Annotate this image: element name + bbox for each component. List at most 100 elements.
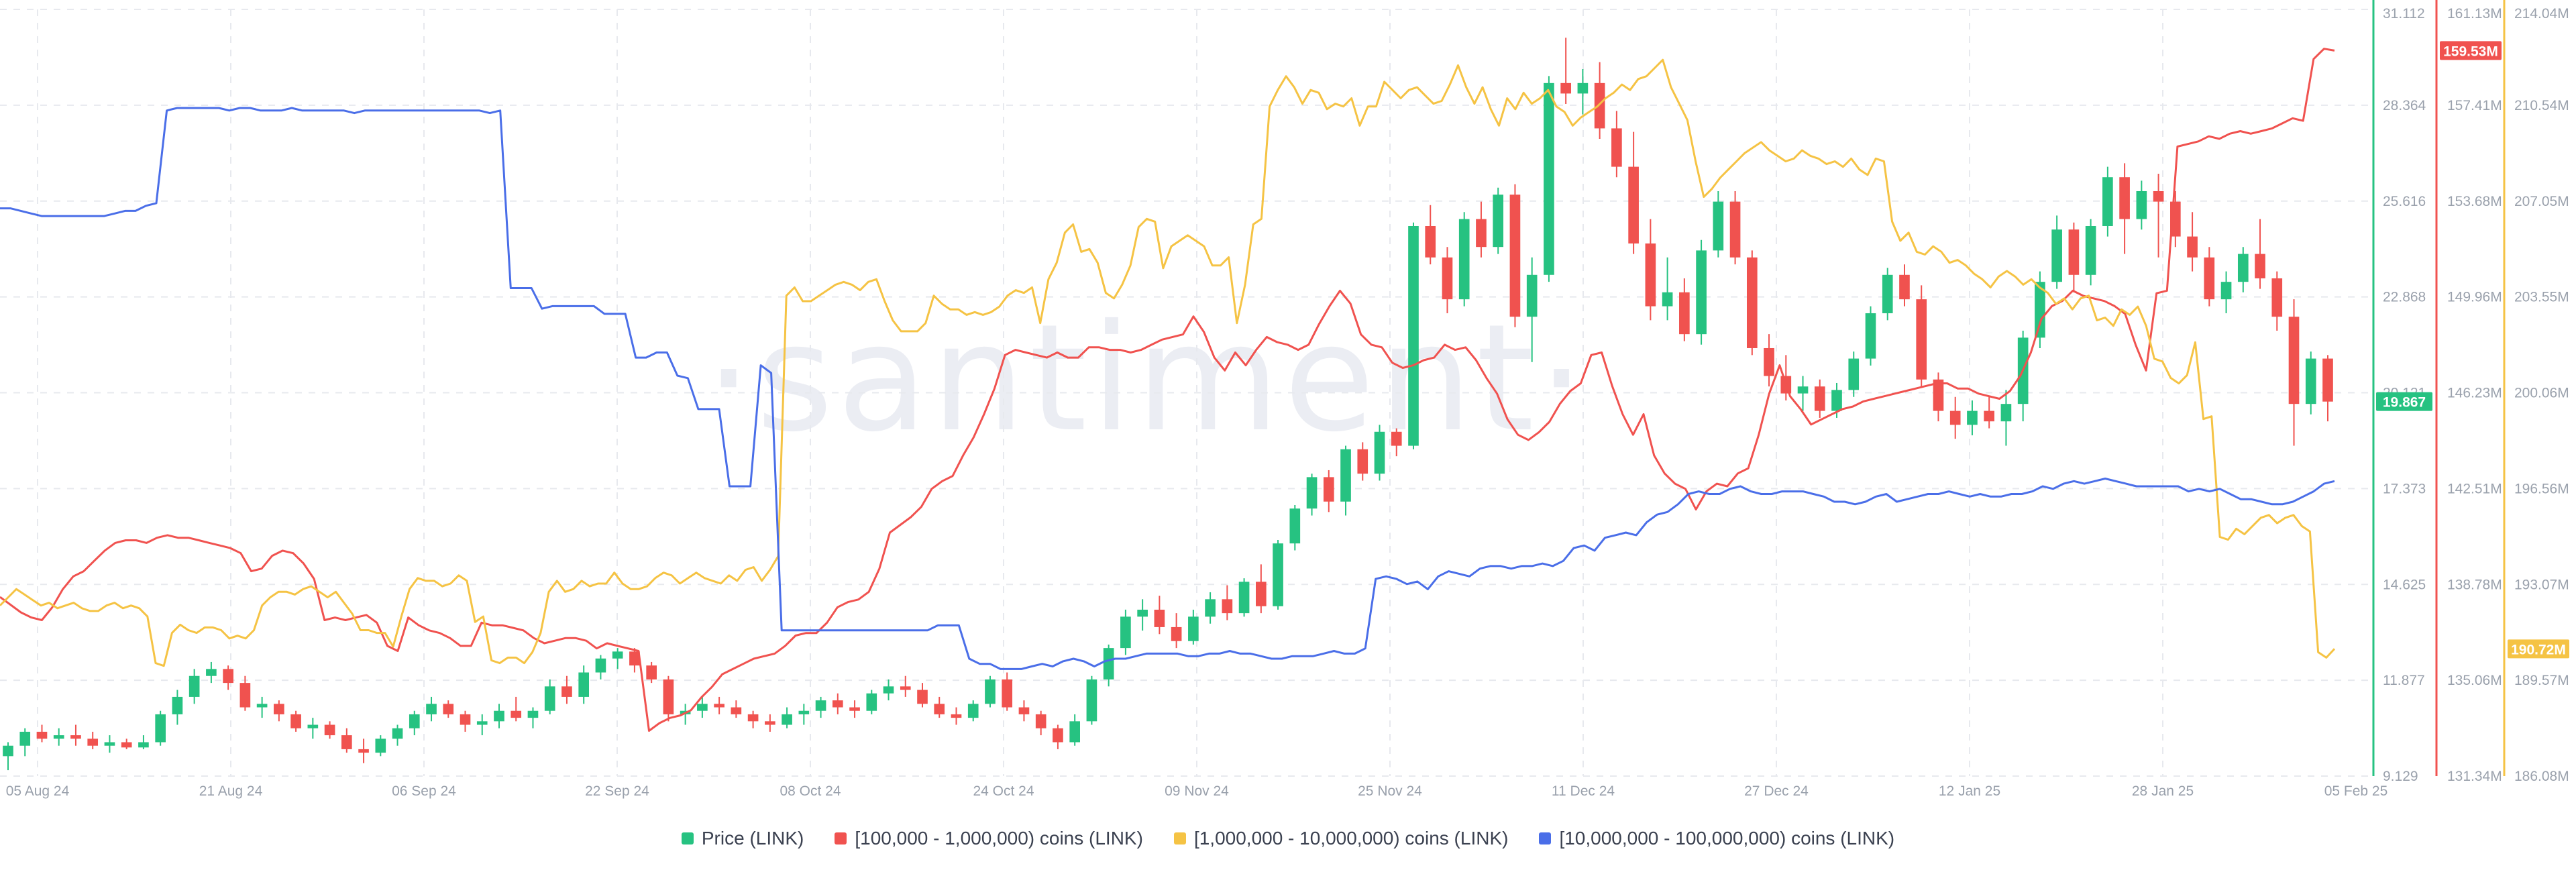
mid-y-tick-label: 157.41M	[2447, 98, 2502, 113]
candle-body	[443, 704, 454, 714]
candle-body	[578, 672, 590, 697]
series-line-1	[0, 48, 2335, 732]
candle-body	[1679, 292, 1690, 335]
grid	[0, 9, 2372, 777]
candle-body	[1882, 274, 1893, 313]
candle-body	[1120, 616, 1131, 649]
candle-body	[2220, 282, 2232, 300]
candle-body	[341, 735, 352, 749]
legend-swatch	[1173, 832, 1186, 844]
candle-body	[747, 714, 759, 722]
candle-body	[476, 721, 488, 725]
x-tick-label: 25 Nov 24	[1358, 783, 1422, 799]
candle-body	[511, 710, 522, 718]
candle-body	[87, 739, 99, 746]
candle-body	[70, 735, 81, 739]
legend-label: [1,000,000 - 10,000,000) coins (LINK)	[1193, 828, 1509, 849]
price-last-badge: 19.867	[2383, 395, 2426, 411]
candle-body	[2153, 190, 2164, 202]
candle-body	[1476, 219, 1487, 248]
candle-body	[307, 724, 319, 728]
price-y-tick-label: 14.625	[2383, 577, 2426, 592]
right-y-tick-label: 203.55M	[2514, 290, 2569, 305]
price-y-tick-label: 28.364	[2383, 98, 2426, 113]
candle-body	[1713, 201, 1724, 251]
mid-y-tick-label: 142.51M	[2447, 481, 2502, 496]
candle-body	[155, 714, 166, 743]
candle-body	[1831, 390, 1842, 411]
candle-body	[172, 696, 183, 714]
candle-body	[1238, 582, 1250, 614]
candle-body	[765, 721, 775, 725]
candle-body	[1967, 411, 1978, 425]
candle-body	[206, 669, 217, 676]
candle-body	[1611, 128, 1622, 167]
candle-body	[1289, 508, 1301, 544]
candle-body	[426, 704, 437, 714]
x-tick-label: 08 Oct 24	[780, 783, 841, 799]
candle-body	[1222, 599, 1233, 614]
x-tick-label: 05 Aug 24	[6, 783, 70, 799]
right-y-tick-label: 196.56M	[2514, 481, 2569, 496]
candle-body	[2288, 317, 2300, 404]
candle-body	[3, 745, 13, 757]
candle-body	[392, 728, 403, 739]
right-y-tick-label: 193.07M	[2514, 577, 2569, 592]
candle-body	[1306, 477, 1318, 509]
mid-y-tick-label: 131.34M	[2447, 769, 2502, 784]
candle-body	[1137, 609, 1148, 617]
legend-swatch	[835, 832, 847, 844]
candle-body	[121, 742, 132, 748]
x-tick-label: 12 Jan 25	[1939, 783, 2000, 799]
candle-body	[697, 704, 708, 711]
candle-body	[1323, 477, 1334, 502]
candle-body	[951, 714, 962, 718]
legend-item[interactable]: [1,000,000 - 10,000,000) coins (LINK)	[1173, 828, 1509, 849]
candle-body	[798, 710, 810, 714]
legend-item[interactable]: Price (LINK)	[681, 828, 804, 849]
red-last-badge-bg	[2440, 41, 2502, 60]
right-y-tick-label: 214.04M	[2514, 6, 2569, 21]
price-y-tick-label: 17.373	[2383, 481, 2426, 496]
right-y-tick-label: 200.06M	[2514, 386, 2569, 401]
candle-body	[1458, 219, 1470, 300]
price-y-tick-label: 31.112	[2383, 6, 2425, 21]
candle-body	[900, 686, 911, 690]
candle-body	[256, 704, 268, 708]
candle-body	[1374, 431, 1385, 474]
candle-body	[1544, 83, 1554, 275]
candle-body	[1949, 411, 1961, 425]
legend-label: [10,000,000 - 100,000,000) coins (LINK)	[1559, 828, 1895, 849]
mid-y-tick-label: 135.06M	[2447, 673, 2502, 688]
candle-body	[324, 724, 335, 736]
candle-body	[1340, 449, 1351, 502]
price-y-tick-label: 11.877	[2383, 673, 2425, 688]
value-badges: 19.867 159.53M 190.72M	[2376, 41, 2569, 659]
x-tick-label: 28 Jan 25	[2132, 783, 2194, 799]
legend-item[interactable]: [100,000 - 1,000,000) coins (LINK)	[835, 828, 1143, 849]
candle-body	[1560, 83, 1571, 94]
legend-swatch	[1539, 832, 1552, 844]
right-y-tick-label: 207.05M	[2514, 194, 2569, 209]
mid-y-tick-label: 153.68M	[2447, 194, 2502, 209]
legend-item[interactable]: [10,000,000 - 100,000,000) coins (LINK)	[1539, 828, 1894, 849]
candle-body	[629, 651, 640, 666]
candle-body	[19, 731, 31, 746]
candle-body	[1933, 379, 1944, 411]
candle-body	[1273, 543, 1283, 606]
x-tick-label: 21 Aug 24	[199, 783, 263, 799]
candle-body	[815, 700, 826, 711]
candle-body	[612, 651, 623, 659]
yellow-last-badge-bg	[2508, 639, 2569, 659]
candle-body	[1408, 225, 1419, 446]
series-layer	[0, 38, 2336, 771]
x-tick-label: 22 Sep 24	[585, 783, 649, 799]
candle-body	[849, 707, 860, 711]
candle-body	[36, 731, 48, 739]
red-last-badge: 159.53M	[2443, 44, 2498, 59]
candle-body	[1509, 195, 1521, 317]
candle-body	[53, 735, 64, 739]
axes: 05 Aug 24 21 Aug 24 06 Sep 24 22 Sep 24 08 O…	[6, 0, 2569, 799]
right-y-tick-label: 186.08M	[2514, 769, 2569, 784]
candle-body	[104, 742, 115, 746]
